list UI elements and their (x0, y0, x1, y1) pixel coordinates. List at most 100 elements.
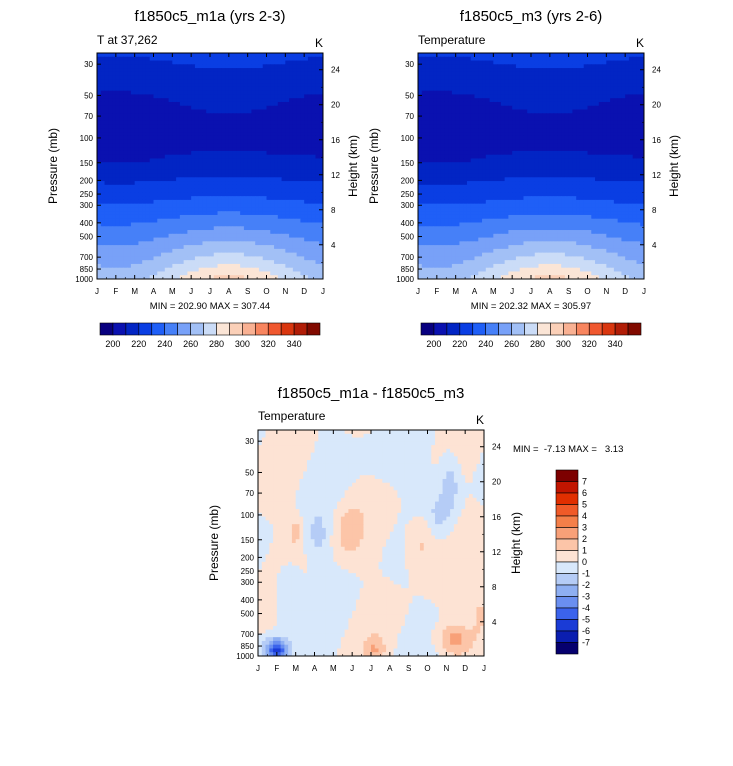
heatmap-cell (307, 263, 313, 269)
heatmap-cell (221, 203, 226, 208)
heatmap-cell (240, 211, 245, 216)
heatmap-cell (534, 105, 539, 110)
heatmap-cell (304, 71, 309, 77)
heatmap-cell (153, 169, 158, 174)
heatmap-cell (130, 230, 136, 235)
heatmap-cell (579, 60, 585, 65)
heatmap-cell (628, 94, 634, 99)
heatmap-cell (598, 75, 604, 80)
heatmap-cell (497, 71, 502, 77)
heatmap-cell (289, 117, 294, 122)
heatmap-cell (108, 256, 113, 261)
heatmap-cell (311, 60, 316, 65)
heatmap-cell (292, 139, 298, 144)
heatmap-cell (289, 90, 294, 95)
heatmap-cell (270, 139, 275, 144)
heatmap-cell (440, 101, 445, 107)
heatmap-cell (270, 181, 275, 186)
heatmap-cell (621, 53, 626, 58)
heatmap-cell (243, 79, 249, 84)
heatmap-cell (134, 230, 139, 235)
heatmap-cell (232, 177, 237, 182)
heatmap-cell (258, 245, 264, 250)
heatmap-cell (157, 64, 162, 69)
heatmap-cell (311, 256, 316, 261)
heatmap-cell (115, 222, 121, 227)
heatmap-cell (221, 169, 226, 174)
heatmap-cell (183, 79, 188, 84)
heatmap-cell (142, 71, 147, 77)
heatmap-cell (311, 248, 316, 254)
heatmap-cell (221, 271, 226, 276)
heatmap-cell (210, 245, 215, 250)
heatmap-cell (236, 79, 241, 84)
heatmap-cell (161, 192, 166, 197)
heatmap-cell (221, 256, 226, 261)
heatmap-cell (628, 90, 634, 95)
heatmap-cell (187, 105, 192, 110)
heatmap-cell (127, 177, 132, 182)
heatmap-cell (557, 117, 562, 122)
heatmap-cell (168, 192, 173, 197)
heatmap-cell (112, 260, 117, 265)
heatmap-cell (598, 86, 604, 92)
heatmap-cell (485, 101, 491, 107)
heatmap-cell (515, 71, 521, 77)
heatmap-cell (176, 135, 181, 141)
heatmap-cell (149, 147, 154, 152)
heatmap-cell (236, 173, 241, 178)
heatmap-cell (274, 256, 279, 261)
heatmap-cell (179, 222, 185, 227)
heatmap-cell (194, 143, 200, 148)
heatmap-cell (145, 192, 151, 197)
heatmap-cell (161, 139, 166, 144)
heatmap-cell (549, 71, 555, 77)
heatmap-cell (315, 143, 320, 148)
heatmap-cell (183, 139, 188, 144)
heatmap-cell (613, 105, 619, 110)
heatmap-cell (542, 71, 547, 77)
heatmap-cell (164, 117, 170, 122)
heatmap-cell (289, 113, 294, 118)
heatmap-cell (274, 271, 279, 276)
heatmap-cell (304, 241, 309, 246)
heatmap-cell (142, 233, 147, 239)
heatmap-cell (134, 101, 139, 107)
heatmap-cell (262, 214, 267, 220)
heatmap-cell (100, 71, 105, 77)
heatmap-cell (307, 248, 313, 254)
heatmap-cell (319, 120, 323, 126)
heatmap-cell (277, 184, 283, 190)
heatmap-cell (123, 218, 128, 223)
heatmap-cell (300, 271, 305, 276)
heatmap-cell (508, 101, 513, 107)
heatmap-cell (142, 101, 147, 107)
heatmap-cell (258, 173, 264, 178)
heatmap-cell (572, 75, 577, 80)
heatmap-cell (421, 109, 426, 114)
heatmap-cell (251, 181, 256, 186)
heatmap-cell (277, 83, 283, 88)
heatmap-cell (436, 128, 442, 133)
heatmap-cell (247, 226, 252, 231)
heatmap-cell (100, 139, 105, 144)
heatmap-cell (281, 218, 286, 223)
heatmap-cell (281, 196, 286, 201)
heatmap-cell (625, 86, 630, 92)
heatmap-cell (617, 101, 622, 107)
heatmap-cell (232, 233, 237, 239)
heatmap-cell (595, 120, 600, 126)
heatmap-cell (542, 109, 547, 114)
heatmap-cell (296, 117, 301, 122)
heatmap-cell (179, 147, 185, 152)
heatmap-cell (100, 177, 105, 182)
heatmap-cell (418, 120, 423, 126)
heatmap-cell (436, 113, 442, 118)
heatmap-cell (262, 245, 267, 250)
heatmap-cell (161, 154, 166, 159)
heatmap-cell (636, 71, 641, 77)
heatmap-cell (478, 86, 483, 92)
heatmap-cell (270, 237, 275, 242)
heatmap-cell (194, 222, 200, 227)
heatmap-cell (191, 214, 196, 220)
